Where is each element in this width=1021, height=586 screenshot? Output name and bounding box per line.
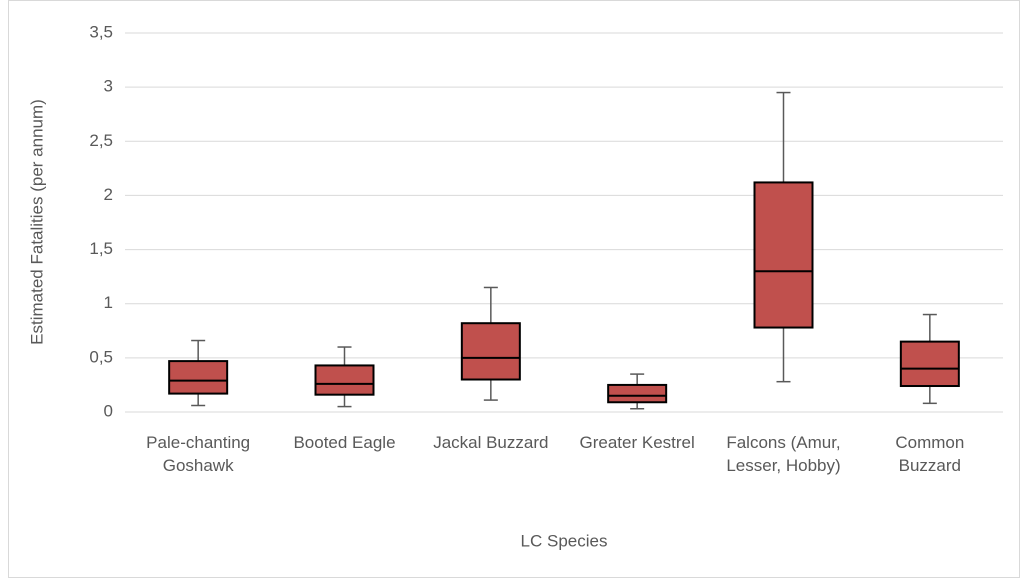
x-tick-label: Booted Eagle: [293, 433, 396, 452]
box: [753, 181, 814, 329]
y-tick-label: 0,5: [89, 347, 113, 366]
box: [899, 340, 960, 388]
box: [460, 322, 521, 381]
x-tick-label: Falcons (Amur, Lesser, Hobby): [726, 433, 841, 475]
box: [607, 383, 668, 404]
box: [314, 364, 375, 396]
x-tick-label: Jackal Buzzard: [433, 433, 549, 452]
chart-frame: [8, 0, 1020, 578]
y-tick-label: 2: [104, 185, 113, 204]
y-tick-label: 1,5: [89, 239, 113, 258]
x-tick-label: Common Buzzard: [895, 433, 965, 475]
y-tick-label: 1: [104, 293, 113, 312]
x-tick-label: Pale-chanting Goshawk: [146, 433, 251, 475]
y-tick-label: 2,5: [89, 131, 113, 150]
y-tick-label: 0: [104, 401, 113, 420]
x-tick-label: Greater Kestrel: [579, 433, 695, 452]
y-tick-label: 3,5: [89, 22, 113, 41]
y-tick-label: 3: [104, 77, 113, 96]
box: [168, 360, 229, 395]
x-axis-title: LC Species: [521, 531, 608, 550]
y-axis-title: Estimated Fatalities (per annum): [27, 99, 46, 345]
